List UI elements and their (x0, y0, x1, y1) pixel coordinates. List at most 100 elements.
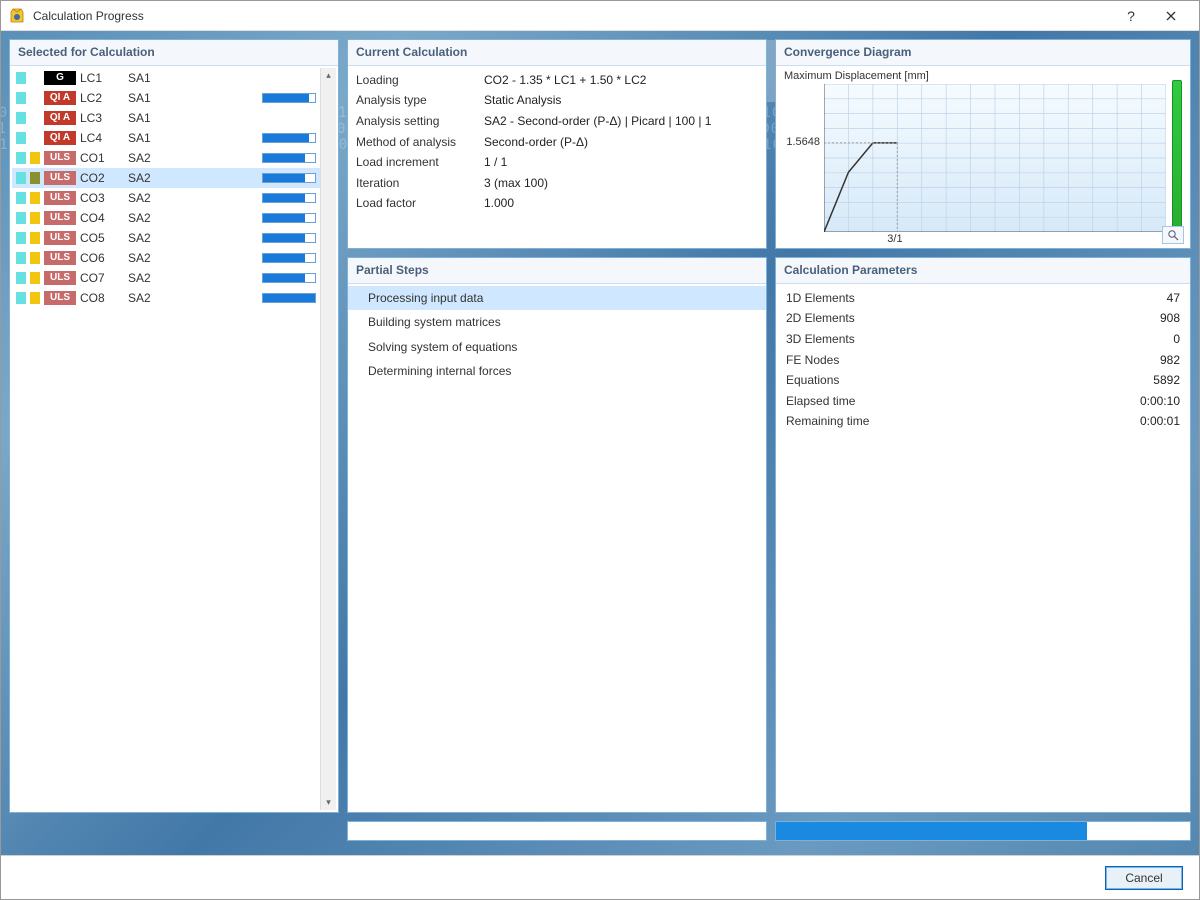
param-key: 2D Elements (786, 309, 855, 328)
param-value: 47 (1167, 289, 1180, 308)
row-progress-bar (262, 233, 316, 243)
analysis-setting-label: SA2 (128, 251, 172, 265)
swatch-icon (16, 252, 26, 264)
swatch-icon (30, 92, 40, 104)
close-button[interactable] (1151, 2, 1191, 30)
case-name: CO6 (80, 251, 124, 265)
swatch-icon (16, 132, 26, 144)
swatch-icon (16, 172, 26, 184)
scroll-up-icon[interactable]: ▴ (321, 68, 336, 84)
analysis-setting-label: SA2 (128, 211, 172, 225)
calc-list-row[interactable]: ULS CO6 SA2 (12, 248, 320, 268)
row-progress-bar (262, 173, 316, 183)
param-key: 1D Elements (786, 289, 855, 308)
calc-list-row[interactable]: ULSCO4SA2 (12, 208, 320, 228)
swatch-icon (30, 192, 40, 204)
info-key: Iteration (356, 174, 476, 193)
info-value: Second-order (P-Δ) (484, 133, 758, 152)
step-item: Processing input data (348, 286, 766, 310)
analysis-setting-label: SA2 (128, 191, 172, 205)
case-name: CO7 (80, 271, 124, 285)
row-progress-bar (262, 153, 316, 163)
overall-progress-bar-2 (775, 821, 1191, 841)
analysis-setting-label: SA2 (128, 151, 172, 165)
analysis-setting-label: SA1 (128, 91, 172, 105)
case-name: CO4 (80, 211, 124, 225)
panel-header: Current Calculation (348, 40, 766, 66)
overall-progress-bar-1 (347, 821, 767, 841)
swatch-icon (30, 272, 40, 284)
analysis-setting-label: SA1 (128, 131, 172, 145)
calculation-progress-dialog: Calculation Progress ? RFEM SOLVER 00110… (0, 0, 1200, 900)
param-row: FE Nodes982 (784, 350, 1182, 371)
info-key: Loading (356, 71, 476, 90)
param-key: FE Nodes (786, 351, 839, 370)
dialog-footer: Cancel (1, 855, 1199, 899)
panel-header: Convergence Diagram (776, 40, 1190, 66)
swatch-icon (16, 92, 26, 104)
analysis-setting-label: SA2 (128, 271, 172, 285)
panel-header: Calculation Parameters (776, 258, 1190, 284)
row-progress-bar (262, 253, 316, 263)
panel-header: Selected for Calculation (10, 40, 338, 66)
swatch-icon (30, 132, 40, 144)
param-value: 0:00:10 (1140, 392, 1180, 411)
help-button[interactable]: ? (1111, 2, 1151, 30)
x-tick-label: 3/1 (887, 233, 902, 245)
param-row: 1D Elements 47 (784, 288, 1182, 309)
type-badge: ULS (44, 191, 76, 205)
panel-body: 1D Elements472D Elements9083D Elements0F… (776, 284, 1190, 812)
info-key: Load increment (356, 153, 476, 172)
param-key: 3D Elements (786, 330, 855, 349)
content-area: RFEM SOLVER 0011011010001000011110101010… (1, 31, 1199, 855)
calc-list-row[interactable]: ULSCO5SA2 (12, 228, 320, 248)
row-progress-bar (262, 213, 316, 223)
info-row: Load factor1.000 (356, 193, 758, 214)
calc-list-row[interactable]: ULS CO8 SA2 (12, 288, 320, 308)
swatch-icon (30, 72, 40, 84)
convergence-diagram-panel: Convergence Diagram Maximum Displacement… (775, 39, 1191, 249)
calc-list-row[interactable]: ULSCO3SA2 (12, 188, 320, 208)
swatch-icon (30, 112, 40, 124)
calc-list-row[interactable]: ULSCO2SA2 (12, 168, 320, 188)
analysis-setting-label: SA2 (128, 171, 172, 185)
row-progress-bar (262, 93, 316, 103)
step-item: Solving system of equations (348, 335, 766, 359)
swatch-icon (16, 72, 26, 84)
zoom-chart-button[interactable] (1162, 226, 1184, 244)
param-value: 908 (1160, 309, 1180, 328)
case-name: CO8 (80, 291, 124, 305)
convergence-chart: 1.56483/1 (824, 84, 1166, 235)
swatch-icon (30, 212, 40, 224)
row-progress-bar (262, 133, 316, 143)
calc-list-row[interactable]: QI ALC4SA1 (12, 128, 320, 148)
calc-list-row[interactable]: ULSCO7SA2 (12, 268, 320, 288)
swatch-icon (16, 152, 26, 164)
calc-list-row[interactable]: ULSCO1SA2 (12, 148, 320, 168)
calc-list-row[interactable]: QI ALC2SA1 (12, 88, 320, 108)
swatch-icon (30, 172, 40, 184)
case-name: LC3 (80, 111, 124, 125)
calc-list-row[interactable]: GLC1SA1 (12, 68, 320, 88)
calc-list-row[interactable]: QI ALC3SA1 (12, 108, 320, 128)
analysis-setting-label: SA1 (128, 71, 172, 85)
scroll-down-icon[interactable]: ▾ (321, 794, 336, 810)
info-row: Load increment1 / 1 (356, 152, 758, 173)
param-key: Elapsed time (786, 392, 855, 411)
analysis-setting-label: SA2 (128, 291, 172, 305)
type-badge: ULS (44, 151, 76, 165)
panel-header: Partial Steps (348, 258, 766, 284)
type-badge: QI A (44, 91, 76, 105)
scrollbar[interactable]: ▴ ▾ (320, 68, 336, 810)
param-value: 0 (1173, 330, 1180, 349)
type-badge: ULS (44, 291, 76, 305)
type-badge: ULS (44, 251, 76, 265)
cancel-button[interactable]: Cancel (1105, 866, 1183, 890)
swatch-icon (30, 252, 40, 264)
info-row: Method of analysisSecond-order (P-Δ) (356, 132, 758, 153)
param-row: 3D Elements 0 (784, 329, 1182, 350)
swatch-icon (16, 232, 26, 244)
swatch-icon (30, 232, 40, 244)
analysis-setting-label: SA1 (128, 111, 172, 125)
swatch-icon (30, 292, 40, 304)
